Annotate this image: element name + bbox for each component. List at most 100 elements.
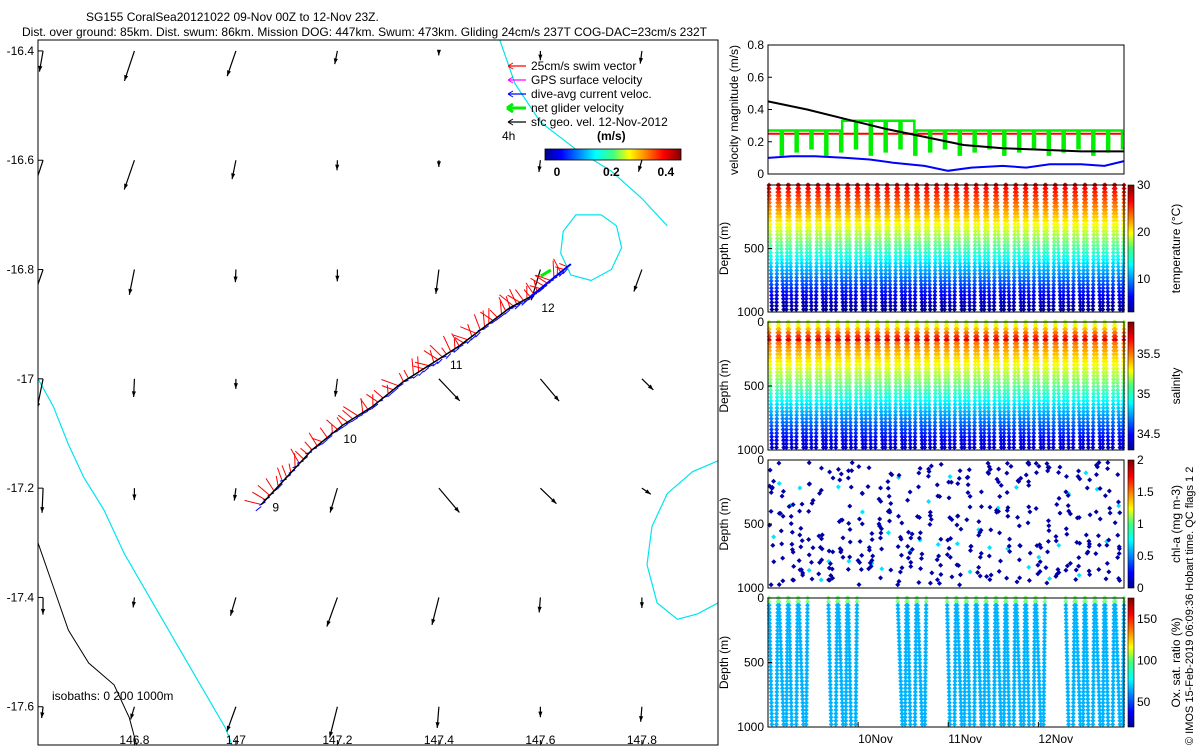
temp-marker xyxy=(893,253,899,259)
temp-marker xyxy=(856,214,862,220)
temp-marker xyxy=(1045,274,1051,280)
map-ytick-label: -17.6 xyxy=(7,700,35,714)
temp-marker xyxy=(984,203,990,209)
velocity-ytick-label: 0 xyxy=(757,167,764,181)
temp-marker xyxy=(957,250,963,256)
temp-marker xyxy=(1055,232,1061,238)
temp-marker xyxy=(826,228,832,234)
dac-vector xyxy=(537,287,545,293)
temp-marker xyxy=(1041,250,1047,256)
temp-marker xyxy=(962,235,968,241)
swim-vector xyxy=(552,260,555,278)
legend-net-label: net glider velocity xyxy=(531,101,624,115)
temp-marker xyxy=(918,271,924,277)
dac-vector xyxy=(387,391,394,397)
temp-marker xyxy=(1001,296,1007,302)
sfc-velocity-arrow xyxy=(333,50,338,65)
velocity-axes-box xyxy=(767,44,1125,175)
temp-marker xyxy=(807,232,813,238)
temp-marker xyxy=(808,278,814,284)
swim-vector xyxy=(442,335,452,352)
swim-vector xyxy=(429,344,443,358)
sfc-arrow-head xyxy=(645,489,651,495)
temp-marker xyxy=(1065,264,1071,270)
temp-marker xyxy=(997,282,1003,288)
sfc-arrow-head xyxy=(128,288,133,295)
temp-marker xyxy=(1046,306,1052,312)
speed-colorbar-tick-label: 0.2 xyxy=(603,165,620,179)
temp-marker xyxy=(991,289,997,295)
sfc-arrow-head xyxy=(647,384,654,390)
temp-marker xyxy=(1004,203,1010,209)
temp-marker xyxy=(820,306,826,312)
temp-marker xyxy=(903,264,909,270)
temp-marker xyxy=(946,250,952,256)
temp-marker xyxy=(833,250,839,256)
temp-marker xyxy=(788,271,794,277)
temp-marker xyxy=(922,306,928,312)
temp-marker xyxy=(1073,203,1079,209)
sal-marker xyxy=(1021,444,1027,450)
temp-marker xyxy=(956,239,962,245)
temp-marker xyxy=(833,289,839,295)
temp-marker xyxy=(1021,274,1027,280)
temp-marker xyxy=(923,239,929,245)
temp-marker xyxy=(932,285,938,291)
temp-marker xyxy=(768,271,774,277)
temp-marker xyxy=(1011,260,1017,266)
swim-vector xyxy=(534,274,548,284)
temp-marker xyxy=(984,218,990,224)
temp-marker xyxy=(1051,278,1057,284)
temp-marker xyxy=(985,235,991,241)
temp-marker xyxy=(867,274,873,280)
temp-marker xyxy=(1035,232,1041,238)
temp-marker xyxy=(836,207,842,213)
temp-marker xyxy=(873,282,879,288)
swim-vector xyxy=(373,389,384,399)
temp-marker xyxy=(974,196,980,202)
temp-marker xyxy=(886,250,892,256)
temp-marker xyxy=(967,303,973,309)
temp-marker xyxy=(797,214,803,220)
temp-marker xyxy=(945,221,951,227)
temp-marker xyxy=(956,232,962,238)
temp-marker xyxy=(1045,271,1051,277)
temp-marker xyxy=(893,242,899,248)
temp-marker xyxy=(863,285,869,291)
velocity-ytick-label: 0.8 xyxy=(747,38,764,52)
temp-marker xyxy=(958,282,964,288)
temp-marker xyxy=(1071,274,1077,280)
temp-marker xyxy=(834,214,840,220)
temp-marker xyxy=(1054,214,1060,220)
temp-marker xyxy=(1014,207,1020,213)
temp-marker xyxy=(804,232,810,238)
temp-marker xyxy=(867,267,873,273)
temp-marker xyxy=(859,296,865,302)
temp-marker xyxy=(863,232,869,238)
temp-marker xyxy=(892,296,898,302)
temp-marker xyxy=(957,274,963,280)
temp-marker xyxy=(1061,285,1067,291)
temp-marker xyxy=(885,193,891,199)
temp-marker xyxy=(939,303,945,309)
temp-marker xyxy=(986,289,992,295)
temp-marker xyxy=(787,221,793,227)
temp-marker xyxy=(819,282,825,288)
temp-marker xyxy=(823,278,829,284)
temp-marker xyxy=(843,296,849,302)
temp-marker xyxy=(823,292,829,298)
dac-vector xyxy=(470,334,477,341)
section-temp-markers xyxy=(766,182,1127,312)
temp-marker xyxy=(808,285,814,291)
swim-vector xyxy=(529,285,541,290)
temp-marker xyxy=(972,282,978,288)
sfc-arrow-head xyxy=(639,716,644,722)
temp-marker xyxy=(846,214,852,220)
temp-marker xyxy=(867,264,873,270)
temp-marker xyxy=(986,299,992,305)
temp-marker xyxy=(1071,235,1077,241)
temp-marker xyxy=(1061,246,1067,252)
temp-marker xyxy=(962,274,968,280)
temp-marker xyxy=(998,296,1004,302)
